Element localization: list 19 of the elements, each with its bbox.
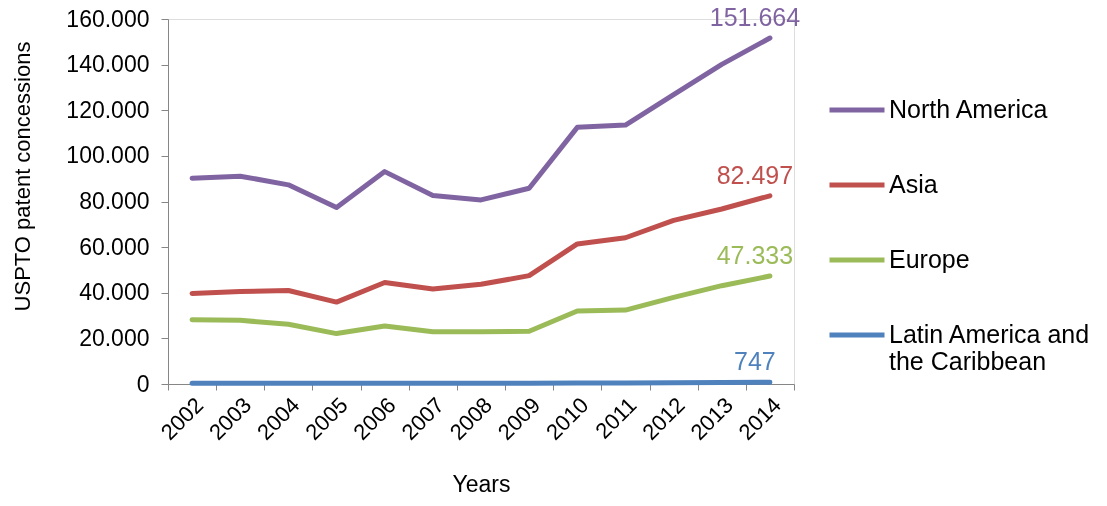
y-tick-label: 20.000: [79, 324, 150, 351]
data-label: 82.497: [716, 160, 794, 189]
data-label: 151.664: [709, 3, 801, 32]
x-axis-title: Years: [452, 470, 511, 497]
legend-label: Europe: [889, 245, 970, 273]
data-label: 47.333: [716, 241, 794, 270]
legend-label: Asia: [889, 170, 938, 198]
y-tick-label: 0: [136, 370, 150, 397]
y-tick-label: 80.000: [79, 188, 150, 214]
legend-label: North America: [889, 95, 1048, 123]
y-tick-label: 160.000: [66, 5, 150, 32]
y-axis-title: USPTO patent concessions: [9, 41, 35, 312]
y-tick-label: 100.000: [66, 142, 150, 169]
legend-label: Latin America and the Caribbean: [889, 320, 1090, 375]
data-label: 747: [734, 347, 776, 376]
y-tick-label: 140.000: [66, 51, 150, 78]
y-tick-label: 60.000: [79, 233, 150, 260]
y-tick-label: 120.000: [66, 96, 150, 123]
y-tick-label: 40.000: [79, 279, 150, 306]
